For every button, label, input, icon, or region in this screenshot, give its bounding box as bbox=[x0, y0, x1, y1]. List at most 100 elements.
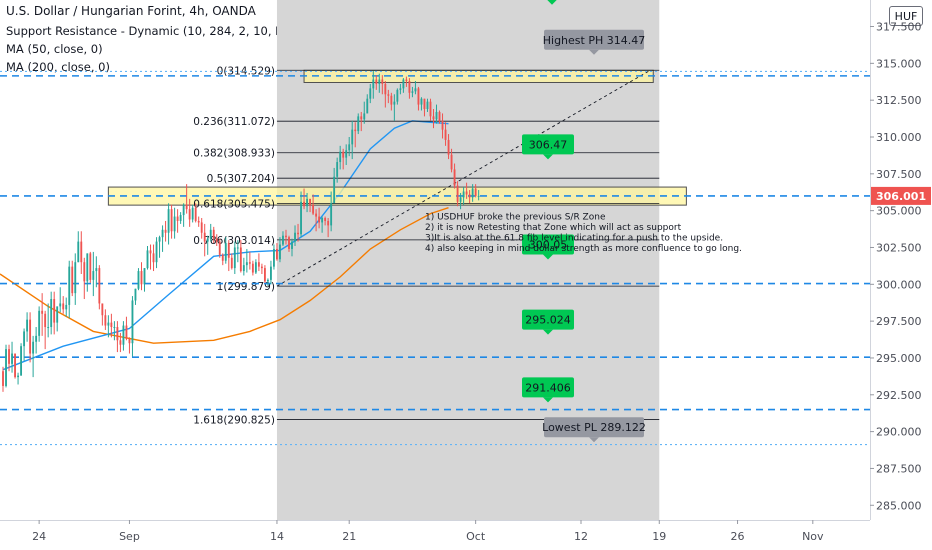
candle-body[interactable] bbox=[179, 215, 182, 221]
candle-body[interactable] bbox=[14, 353, 16, 378]
candle-body[interactable] bbox=[384, 83, 387, 95]
candle-body[interactable] bbox=[405, 79, 408, 82]
candle-body[interactable] bbox=[360, 116, 363, 120]
candle-body[interactable] bbox=[152, 253, 155, 263]
candle-body[interactable] bbox=[197, 220, 200, 223]
candle-body[interactable] bbox=[158, 237, 161, 242]
candle-body[interactable] bbox=[143, 268, 146, 285]
candle-body[interactable] bbox=[417, 88, 420, 105]
candle-body[interactable] bbox=[149, 250, 152, 254]
candle-body[interactable] bbox=[29, 319, 32, 354]
candle-body[interactable] bbox=[2, 371, 4, 386]
candle-body[interactable] bbox=[134, 288, 137, 301]
candle-body[interactable] bbox=[453, 169, 456, 186]
candle-body[interactable] bbox=[206, 238, 209, 242]
candle-body[interactable] bbox=[294, 232, 296, 242]
candle-body[interactable] bbox=[59, 303, 62, 307]
candle-body[interactable] bbox=[95, 268, 98, 272]
candle-body[interactable] bbox=[333, 176, 336, 204]
candle-body[interactable] bbox=[212, 229, 215, 239]
candle-body[interactable] bbox=[47, 327, 50, 329]
candle-body[interactable] bbox=[41, 310, 44, 314]
candle-body[interactable] bbox=[170, 209, 173, 232]
candle-body[interactable] bbox=[432, 116, 435, 120]
candle-body[interactable] bbox=[203, 232, 206, 242]
candle-body[interactable] bbox=[101, 303, 104, 316]
candle-body[interactable] bbox=[270, 266, 272, 280]
candle-body[interactable] bbox=[110, 322, 113, 328]
candle-body[interactable] bbox=[351, 129, 354, 145]
candle-body[interactable] bbox=[209, 229, 212, 239]
candle-body[interactable] bbox=[83, 262, 86, 282]
candle-body[interactable] bbox=[336, 162, 339, 177]
candle-body[interactable] bbox=[131, 300, 134, 344]
currency-badge[interactable]: HUF bbox=[889, 6, 923, 26]
candle-body[interactable] bbox=[104, 315, 107, 326]
candle-body[interactable] bbox=[426, 101, 429, 110]
candle-body[interactable] bbox=[224, 243, 227, 261]
candle-body[interactable] bbox=[236, 247, 239, 249]
candle-body[interactable] bbox=[251, 263, 254, 273]
candle-body[interactable] bbox=[291, 241, 293, 249]
candle-body[interactable] bbox=[35, 335, 38, 342]
candle-body[interactable] bbox=[89, 253, 92, 280]
candle-body[interactable] bbox=[242, 265, 245, 272]
candle-body[interactable] bbox=[194, 207, 197, 221]
candle-body[interactable] bbox=[465, 191, 468, 195]
candle-body[interactable] bbox=[140, 271, 143, 285]
level-callout-3[interactable] bbox=[522, 309, 574, 330]
candle-body[interactable] bbox=[396, 89, 399, 102]
candle-body[interactable] bbox=[390, 95, 393, 105]
candle-body[interactable] bbox=[164, 229, 167, 233]
candle-body[interactable] bbox=[321, 218, 324, 223]
candle-body[interactable] bbox=[200, 222, 203, 233]
candle-body[interactable] bbox=[119, 340, 122, 345]
candle-body[interactable] bbox=[65, 304, 68, 310]
candle-body[interactable] bbox=[429, 101, 432, 117]
candle-body[interactable] bbox=[20, 346, 23, 376]
candle-body[interactable] bbox=[357, 116, 360, 132]
candle-body[interactable] bbox=[441, 120, 444, 130]
candle-body[interactable] bbox=[161, 229, 164, 238]
candle-body[interactable] bbox=[300, 201, 302, 235]
candle-body[interactable] bbox=[435, 111, 438, 120]
candle-body[interactable] bbox=[98, 268, 101, 304]
candle-body[interactable] bbox=[23, 331, 26, 347]
candle-body[interactable] bbox=[474, 188, 477, 196]
candle-body[interactable] bbox=[450, 154, 453, 170]
candle-body[interactable] bbox=[312, 204, 315, 214]
candle-body[interactable] bbox=[342, 151, 345, 158]
candle-body[interactable] bbox=[50, 299, 53, 328]
candle-body[interactable] bbox=[215, 238, 218, 242]
candle-body[interactable] bbox=[354, 129, 357, 132]
candle-body[interactable] bbox=[248, 262, 251, 264]
candle-body[interactable] bbox=[438, 111, 441, 121]
candle-body[interactable] bbox=[125, 325, 128, 339]
candle-body[interactable] bbox=[288, 237, 290, 249]
candle-body[interactable] bbox=[167, 209, 170, 233]
candle-body[interactable] bbox=[315, 213, 318, 217]
candle-body[interactable] bbox=[468, 194, 471, 198]
candle-body[interactable] bbox=[5, 349, 7, 386]
candle-body[interactable] bbox=[260, 266, 263, 269]
candle-body[interactable] bbox=[447, 139, 450, 155]
candle-body[interactable] bbox=[245, 262, 248, 266]
candle-body[interactable] bbox=[80, 241, 83, 263]
candle-body[interactable] bbox=[44, 313, 47, 328]
candle-body[interactable] bbox=[38, 310, 41, 336]
candle-body[interactable] bbox=[218, 241, 221, 255]
candle-body[interactable] bbox=[273, 248, 275, 267]
candle-body[interactable] bbox=[11, 353, 13, 364]
candle-body[interactable] bbox=[77, 241, 80, 263]
candle-body[interactable] bbox=[477, 195, 480, 197]
candle-body[interactable] bbox=[8, 349, 10, 364]
candle-body[interactable] bbox=[408, 81, 411, 93]
candle-body[interactable] bbox=[173, 216, 176, 232]
level-callout-1[interactable] bbox=[522, 134, 574, 155]
candle-body[interactable] bbox=[122, 325, 125, 345]
candle-body[interactable] bbox=[399, 88, 402, 90]
candle-body[interactable] bbox=[366, 98, 369, 114]
candle-body[interactable] bbox=[71, 266, 74, 294]
candle-body[interactable] bbox=[182, 204, 185, 216]
candle-body[interactable] bbox=[56, 306, 59, 323]
